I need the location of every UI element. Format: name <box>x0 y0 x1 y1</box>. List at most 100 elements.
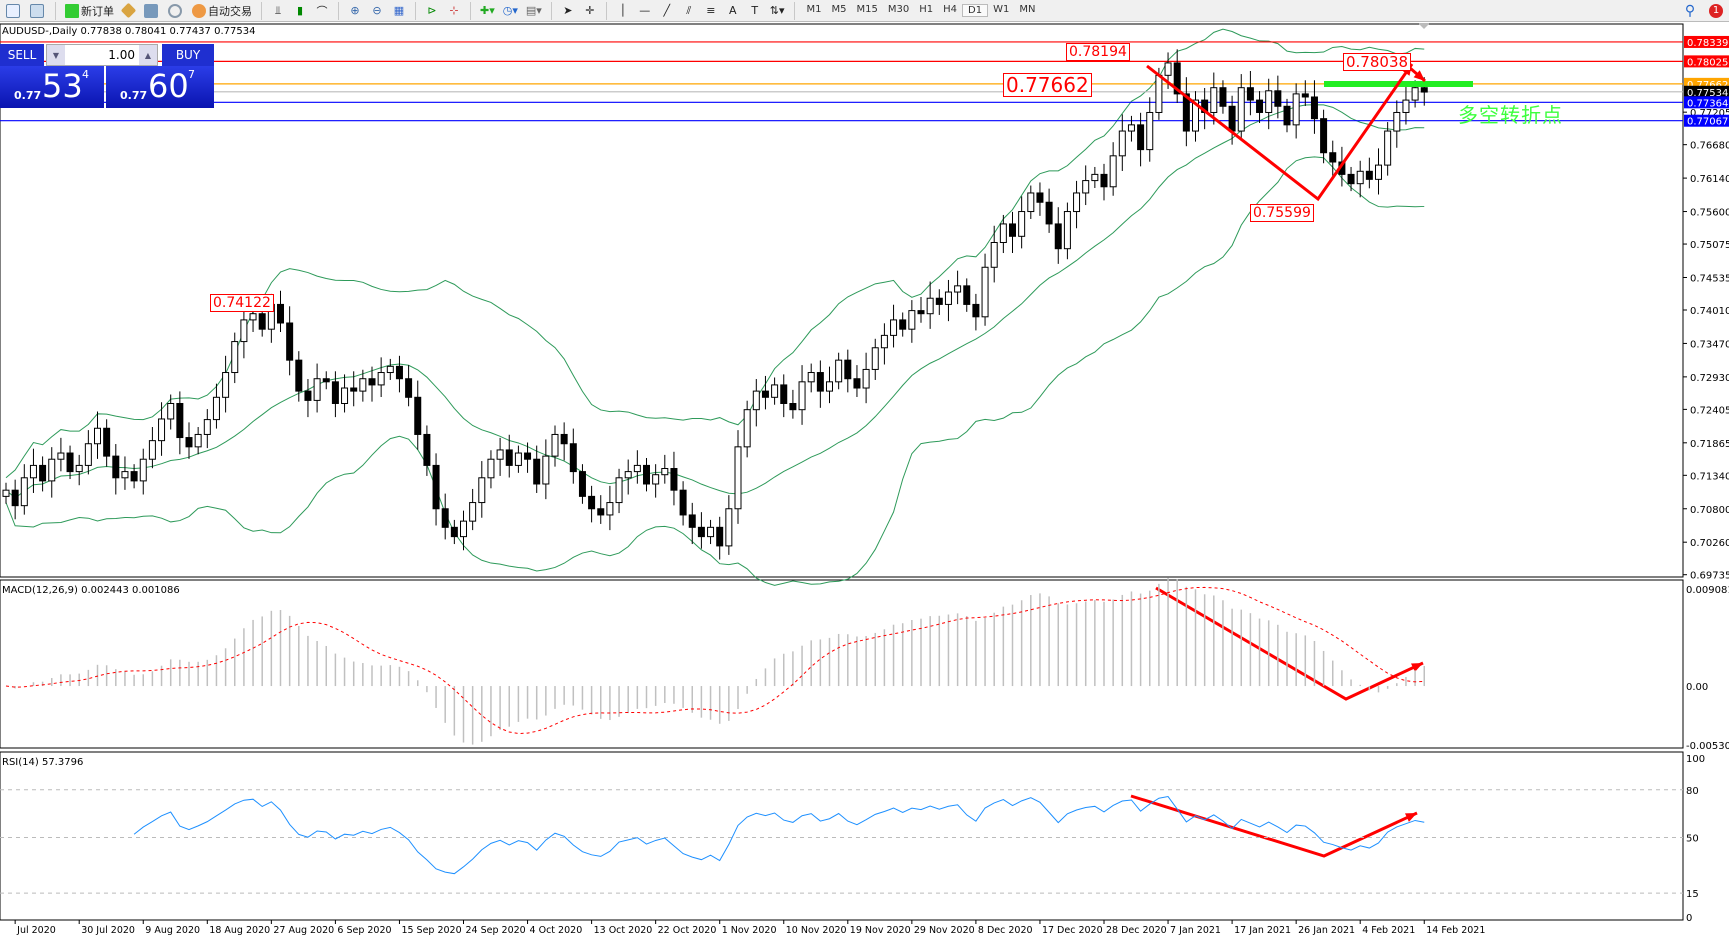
label-low[interactable]: 0.75599 <box>1250 204 1314 222</box>
timeframe-m15[interactable]: M15 <box>856 4 878 15</box>
rsi-axis-label: 100 <box>1686 754 1705 765</box>
candle-body <box>1301 93 1309 98</box>
bar-chart-icon[interactable]: ⫫ <box>274 3 282 17</box>
label-high-jan[interactable]: 0.78194 <box>1066 43 1130 61</box>
candle-body <box>1063 211 1071 250</box>
new-order-button[interactable]: 新订单 <box>63 2 116 20</box>
signal-radio-icon[interactable] <box>166 2 186 20</box>
timeframe-m30[interactable]: M30 <box>887 4 910 15</box>
new-chart-icon[interactable] <box>4 2 24 20</box>
candle <box>167 394 175 430</box>
candle <box>1265 78 1273 130</box>
candle-body <box>569 443 577 473</box>
vertical-line-icon[interactable]: │ <box>619 4 627 17</box>
candle <box>148 427 156 469</box>
macd-signal-line <box>5 586 1425 735</box>
crosshair-icon[interactable]: ✛ <box>585 4 595 17</box>
candle-body <box>734 446 742 510</box>
lot-size-input[interactable]: ▼ 1.00 ▲ <box>46 44 158 66</box>
chart-shift-icon[interactable]: ⊹ <box>449 4 459 17</box>
lot-value[interactable]: 1.00 <box>108 48 135 62</box>
candlestick-icon[interactable]: ▮ <box>296 4 304 17</box>
candle-body <box>1237 87 1245 132</box>
timeframe-h1[interactable]: H1 <box>919 4 934 15</box>
timeframe-m5[interactable]: M5 <box>831 4 847 15</box>
timeframe-w1[interactable]: W1 <box>993 4 1010 15</box>
candle <box>1356 160 1364 198</box>
candle-body <box>185 437 193 448</box>
sell-price-prefix: 0.77 <box>14 89 42 102</box>
price-level-label: 0.77364 <box>1687 98 1728 109</box>
price-tick-label: 0.69735 <box>1690 571 1729 582</box>
candle-body <box>551 433 559 457</box>
horizontal-line-icon[interactable]: — <box>639 4 651 17</box>
candle <box>1118 114 1126 171</box>
text-icon[interactable]: A <box>729 4 737 17</box>
timeframe-h4[interactable]: H4 <box>943 4 958 15</box>
timeframe-mn[interactable]: MN <box>1019 4 1036 15</box>
zoom-chart-icon[interactable] <box>28 2 48 20</box>
autoscroll-icon[interactable]: ⊳ <box>427 4 437 17</box>
timeframe-m1[interactable]: M1 <box>806 4 822 15</box>
candle <box>670 451 678 506</box>
candle <box>844 349 852 393</box>
candle-body <box>94 427 101 445</box>
label-recent-high[interactable]: 0.78038 <box>1343 53 1412 71</box>
zoom-out-icon[interactable]: ⊖ <box>372 4 382 17</box>
price-tick-label: 0.70260 <box>1690 538 1729 549</box>
indicators-icon[interactable]: ✚▾ <box>480 4 495 17</box>
candle-body <box>322 378 330 383</box>
macd-trend-arrow-head <box>1411 663 1423 672</box>
candle-body <box>633 464 641 473</box>
buy-button[interactable]: BUY <box>162 44 214 66</box>
candle-body <box>1137 124 1145 151</box>
candle-body <box>469 502 477 522</box>
candle <box>871 338 879 380</box>
timeframe-d1[interactable]: D1 <box>962 4 989 17</box>
signals-icon[interactable] <box>142 2 162 20</box>
candle-body <box>48 458 56 482</box>
date-label: 17 Dec 2020 <box>1042 925 1103 936</box>
templates-icon[interactable]: ▤▾ <box>525 4 542 17</box>
candle <box>597 495 605 524</box>
label-level[interactable]: 0.77662 <box>1003 73 1092 97</box>
trendline-icon[interactable]: ╱ <box>663 4 671 17</box>
price-level-label: 0.78025 <box>1687 57 1728 68</box>
search-icon[interactable]: ⚲ <box>1684 2 1696 19</box>
text-label-icon[interactable]: T <box>751 4 759 17</box>
lot-decrease-icon[interactable]: ▼ <box>47 45 65 65</box>
fibonacci-icon[interactable]: ≡ <box>706 4 716 17</box>
candle-body <box>11 489 19 507</box>
periods-icon[interactable]: ◷▾ <box>502 4 518 17</box>
channel-icon[interactable]: ⫽ <box>686 3 692 17</box>
lot-increase-icon[interactable]: ▲ <box>139 45 157 65</box>
date-label: 30 Jul 2020 <box>81 925 135 936</box>
tile-windows-icon[interactable]: ▦ <box>393 4 405 17</box>
candle <box>1365 157 1373 189</box>
chart-canvas[interactable]: 0.76680 0.76140 0.75600 0.75075 0.74535 0.740… <box>0 23 1729 940</box>
candle-body <box>725 508 733 547</box>
sell-button[interactable]: SELL <box>0 44 44 66</box>
candle <box>588 485 596 523</box>
price-level-tag <box>1684 35 1729 48</box>
auto-trading-button[interactable]: 自动交易 <box>190 2 254 20</box>
notifications-button[interactable]: 1 <box>1703 2 1729 20</box>
rsi-axis-label: 50 <box>1686 834 1699 845</box>
buy-price[interactable]: 0.77 60 7 <box>106 66 214 108</box>
zoom-in-icon[interactable]: ⊕ <box>350 4 360 17</box>
label-high-aug[interactable]: 0.74122 <box>210 294 274 312</box>
arrows-icon[interactable]: ⇅▾ <box>769 4 785 17</box>
rsi-axis-label: 15 <box>1686 889 1699 900</box>
cursor-icon[interactable]: ➤ <box>563 4 573 17</box>
candle-body <box>341 387 349 404</box>
line-chart-icon[interactable]: ⌒ <box>316 4 328 18</box>
date-label: 10 Nov 2020 <box>786 925 847 936</box>
symbol-info: AUDUSD-,Daily 0.77838 0.78041 0.77437 0.… <box>2 26 256 37</box>
candle-body <box>1329 152 1337 163</box>
sell-price[interactable]: 0.77 53 4 <box>0 66 104 108</box>
candle <box>560 422 568 461</box>
bollinger-middle <box>5 104 1425 499</box>
candle-body <box>304 390 312 401</box>
candle-body <box>368 378 376 386</box>
history-icon[interactable] <box>120 2 138 20</box>
